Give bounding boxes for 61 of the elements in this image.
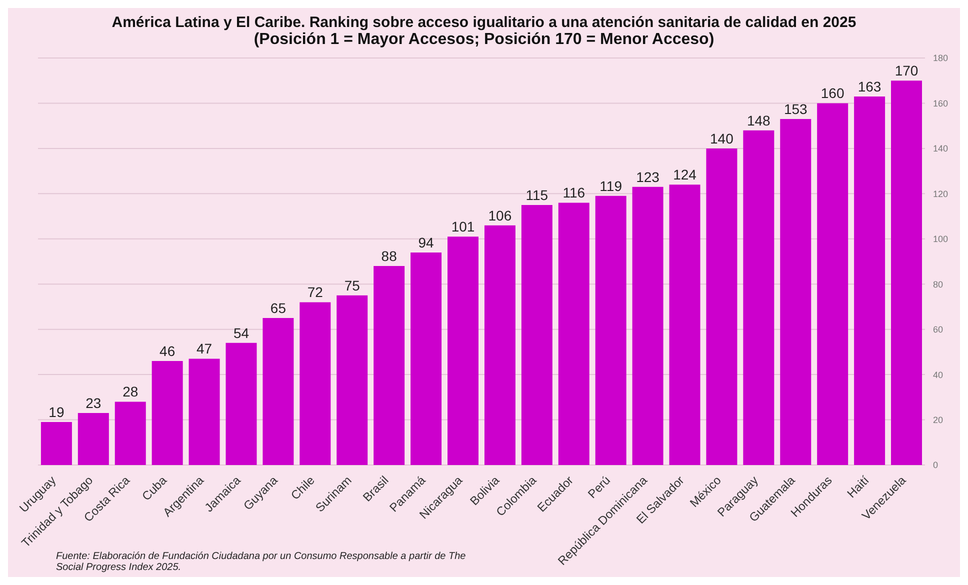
data-label: 88 <box>381 248 398 264</box>
bar <box>152 360 183 465</box>
bar <box>114 402 146 465</box>
bar <box>40 422 72 465</box>
data-label: 170 <box>894 62 918 79</box>
y-tick-label: 120 <box>933 188 948 199</box>
data-label: 163 <box>858 78 882 94</box>
y-tick-label: 80 <box>933 279 944 290</box>
bar <box>780 119 812 465</box>
data-label: 116 <box>562 184 586 201</box>
bar <box>262 318 294 465</box>
y-tick-label: 180 <box>933 53 948 64</box>
data-label: 65 <box>270 300 286 316</box>
data-label: 124 <box>673 166 697 183</box>
data-label: 19 <box>48 404 64 420</box>
data-label: 28 <box>122 384 138 400</box>
bar <box>632 186 664 465</box>
y-tick-label: 140 <box>933 144 948 154</box>
bar <box>817 103 848 465</box>
y-tick-label: 160 <box>933 98 948 108</box>
data-label: 75 <box>344 277 360 294</box>
bar <box>226 342 257 465</box>
y-tick-label: 60 <box>933 324 944 335</box>
data-label: 23 <box>86 394 102 411</box>
data-label: 46 <box>160 342 176 359</box>
data-label: 47 <box>196 340 212 357</box>
bar <box>595 196 626 465</box>
bar <box>410 252 442 465</box>
data-label: 94 <box>418 234 434 250</box>
bar <box>374 266 405 465</box>
data-label: 115 <box>526 186 548 203</box>
y-tick-label: 40 <box>933 370 944 380</box>
bar <box>336 295 368 465</box>
data-label: 160 <box>820 85 844 102</box>
data-label: 148 <box>746 112 771 128</box>
y-tick-label: 100 <box>933 234 948 244</box>
bar <box>78 412 109 465</box>
bar <box>891 80 922 465</box>
data-label: 140 <box>710 130 734 146</box>
bar <box>484 225 516 465</box>
bar <box>521 204 552 465</box>
bar <box>448 236 478 465</box>
bar <box>558 202 590 465</box>
bar <box>706 148 738 465</box>
data-label: 106 <box>488 207 512 224</box>
data-label: 119 <box>600 178 622 194</box>
data-label: 123 <box>636 168 660 185</box>
data-label: 153 <box>784 101 808 118</box>
bar <box>188 358 220 465</box>
bar <box>669 184 700 465</box>
bar <box>300 302 331 465</box>
chart-title: América Latina y El Caribe. Ranking sobre acceso igualitario a una atención sanitaria de calidad en 2025 <box>110 14 858 31</box>
data-label: 54 <box>233 324 250 341</box>
y-tick-label: 0 <box>933 460 938 470</box>
data-label: 101 <box>451 218 475 235</box>
chart-subtitle: (Posición 1 = Mayor Accesos; Posición 170 = Menor Acceso) <box>252 31 716 49</box>
bar <box>743 130 774 465</box>
data-label: 72 <box>307 284 324 300</box>
bar <box>854 96 886 465</box>
y-tick-label: 20 <box>933 414 944 425</box>
source-note: Fuente: Elaboración de Fundación Ciudadana por un Consumo Responsable a partir de The Social Progress Index 2025. <box>56 551 467 573</box>
